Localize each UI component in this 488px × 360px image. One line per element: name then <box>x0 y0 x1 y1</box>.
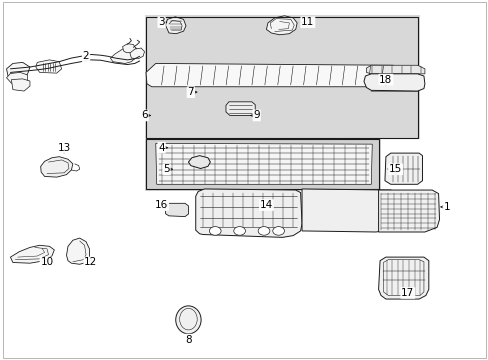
Polygon shape <box>366 65 424 74</box>
Polygon shape <box>11 79 30 91</box>
Text: 5: 5 <box>163 164 169 174</box>
Polygon shape <box>165 17 185 34</box>
Text: 9: 9 <box>253 111 260 121</box>
Polygon shape <box>378 257 428 299</box>
Polygon shape <box>10 245 54 263</box>
Polygon shape <box>378 190 439 232</box>
Text: 17: 17 <box>401 288 414 298</box>
Text: 14: 14 <box>259 200 272 210</box>
Polygon shape <box>302 189 397 232</box>
Polygon shape <box>41 157 73 177</box>
Text: 2: 2 <box>82 51 89 61</box>
Text: 4: 4 <box>158 143 164 153</box>
Polygon shape <box>144 15 419 139</box>
Polygon shape <box>6 62 30 78</box>
Circle shape <box>272 226 284 235</box>
Polygon shape <box>363 74 424 91</box>
Text: 12: 12 <box>84 257 97 267</box>
Polygon shape <box>66 238 89 264</box>
Polygon shape <box>156 143 371 184</box>
Text: 3: 3 <box>158 17 164 27</box>
Polygon shape <box>195 189 302 237</box>
Text: 15: 15 <box>388 164 402 174</box>
Text: 16: 16 <box>155 200 168 210</box>
Polygon shape <box>188 156 210 168</box>
Polygon shape <box>266 16 297 35</box>
Circle shape <box>233 226 245 235</box>
Text: 13: 13 <box>58 143 71 153</box>
Polygon shape <box>110 46 140 63</box>
Text: 8: 8 <box>185 334 191 345</box>
Polygon shape <box>122 44 136 53</box>
Polygon shape <box>225 102 255 116</box>
Circle shape <box>258 226 269 235</box>
Circle shape <box>209 226 221 235</box>
Polygon shape <box>130 48 144 59</box>
Ellipse shape <box>175 306 201 334</box>
Polygon shape <box>144 139 380 191</box>
Polygon shape <box>384 153 422 184</box>
Text: 11: 11 <box>301 17 314 27</box>
Polygon shape <box>6 72 27 84</box>
Polygon shape <box>146 63 395 87</box>
Text: 7: 7 <box>187 87 194 97</box>
Text: 6: 6 <box>141 111 147 121</box>
Polygon shape <box>165 203 188 217</box>
Text: 10: 10 <box>41 257 54 267</box>
Text: 18: 18 <box>379 75 392 85</box>
Text: 1: 1 <box>443 202 449 212</box>
Polygon shape <box>36 60 61 73</box>
